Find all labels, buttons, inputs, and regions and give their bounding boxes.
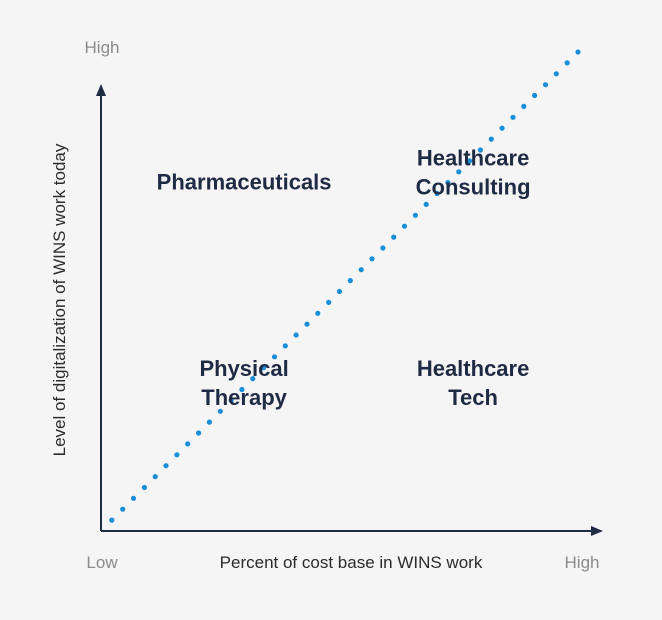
diagonal-dot bbox=[401, 223, 408, 229]
diagonal-dotted-line bbox=[109, 49, 581, 523]
diagonal-dot bbox=[271, 354, 278, 360]
quadrant-label-line: Consulting bbox=[416, 174, 531, 199]
diagonal-dot bbox=[196, 430, 202, 436]
diagonal-dot bbox=[120, 506, 126, 512]
diagonal-dot bbox=[477, 147, 483, 153]
diagonal-dot bbox=[542, 82, 549, 88]
diagonal-dot bbox=[553, 71, 559, 77]
diagonal-dot bbox=[499, 125, 505, 131]
diagonal-dot bbox=[532, 92, 538, 99]
diagonal-dot bbox=[250, 376, 256, 382]
diagonal-dot bbox=[282, 343, 288, 349]
diagonal-dot bbox=[521, 103, 527, 109]
diagonal-dot bbox=[434, 190, 440, 197]
quadrant-label-line: Therapy bbox=[201, 385, 287, 410]
quadrant-label-line: Healthcare bbox=[417, 356, 530, 381]
diagonal-dot bbox=[315, 310, 321, 316]
diagonal-dot bbox=[304, 321, 310, 327]
x-axis-low-label: Low bbox=[86, 553, 118, 572]
quadrant-label: Physical Therapy bbox=[199, 356, 288, 410]
diagonal-dot bbox=[391, 234, 397, 240]
diagonal-dot bbox=[185, 441, 191, 447]
diagonal-dot bbox=[445, 180, 451, 186]
diagonal-dot bbox=[423, 201, 429, 207]
diagonal-dot bbox=[347, 278, 353, 284]
diagonal-dot bbox=[369, 256, 375, 262]
diagonal-dot bbox=[456, 169, 462, 175]
x-axis-title: Percent of cost base in WINS work bbox=[220, 553, 483, 572]
diagonal-dot bbox=[336, 288, 343, 295]
diagonal-dot bbox=[206, 419, 212, 425]
diagonal-dot bbox=[293, 332, 299, 338]
quadrant-label: Healthcare Tech bbox=[417, 356, 530, 410]
x-axis-arrowhead bbox=[591, 526, 603, 536]
diagonal-dot bbox=[564, 60, 570, 66]
x-axis-high-label: High bbox=[565, 553, 600, 572]
quadrant-labels: Pharmaceuticals Healthcare Consulting Physi… bbox=[157, 145, 531, 410]
diagonal-dot bbox=[141, 484, 147, 491]
diagonal-dot bbox=[217, 408, 223, 414]
diagonal-dot bbox=[412, 212, 418, 218]
quadrant-label-line: Tech bbox=[448, 385, 498, 410]
y-axis-arrowhead bbox=[96, 84, 106, 96]
diagonal-dot bbox=[109, 517, 115, 523]
diagonal-dot bbox=[575, 49, 581, 55]
diagonal-dot bbox=[467, 158, 473, 164]
diagonal-dot bbox=[488, 136, 494, 142]
diagonal-dot bbox=[130, 495, 137, 501]
quadrant-label-line: Healthcare bbox=[417, 145, 530, 170]
diagonal-dot bbox=[380, 245, 386, 251]
y-axis-high-label: High bbox=[85, 38, 120, 57]
diagonal-dot bbox=[152, 474, 158, 480]
diagonal-dot bbox=[239, 386, 245, 393]
diagonal-dot bbox=[163, 463, 169, 469]
diagonal-dot bbox=[510, 114, 516, 120]
y-axis-title: Level of digitalization of WINS work tod… bbox=[50, 143, 69, 456]
quadrant-label: Healthcare Consulting bbox=[416, 145, 531, 199]
quadrant-label-line: Physical bbox=[199, 356, 288, 381]
diagonal-dot bbox=[228, 397, 234, 403]
diagonal-dot bbox=[261, 365, 267, 371]
diagonal-dot bbox=[358, 267, 364, 273]
diagonal-dot bbox=[174, 452, 180, 458]
quadrant-label: Pharmaceuticals bbox=[157, 169, 332, 194]
quadrant-label-line: Pharmaceuticals bbox=[157, 169, 332, 194]
diagonal-dot bbox=[326, 299, 332, 305]
